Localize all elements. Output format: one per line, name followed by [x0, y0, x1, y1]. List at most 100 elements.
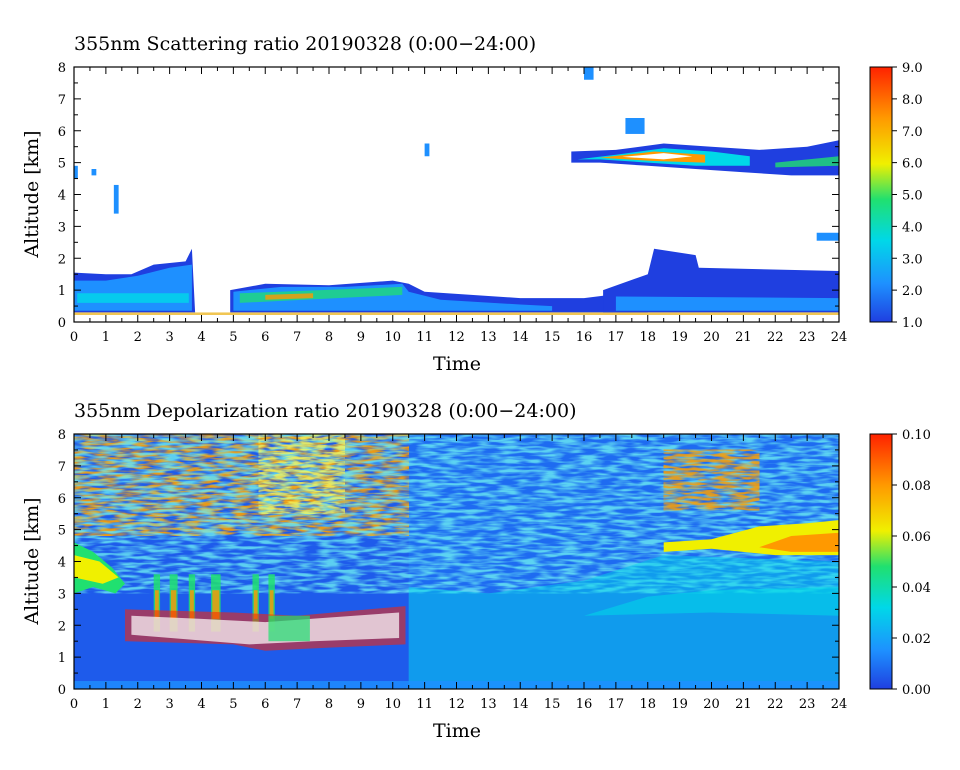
colorbar-tick-label: 8.0 — [902, 93, 923, 108]
y-tick-label: 8 — [58, 61, 66, 76]
depolarization-ratio-colorbar: 0.00 0.02 0.04 0.06 0.08 0.10 — [869, 428, 931, 698]
x-tick-label: 12 — [448, 330, 465, 345]
panel-1-ylabel: Altitude [km] — [21, 130, 43, 258]
x-tick-label: 11 — [416, 697, 433, 712]
cloud-patch-05h — [91, 169, 97, 176]
x-tick-label: 20 — [703, 330, 720, 345]
colorbar-tick-label: 0.10 — [902, 428, 931, 443]
x-tick-label: 6 — [261, 697, 269, 712]
y-tick-label: 4 — [58, 556, 66, 571]
colorbar-gradient — [869, 66, 893, 323]
panel-2-title: 355nm Depolarization ratio 20190328 (0:0… — [74, 400, 576, 422]
panel-1-title: 355nm Scattering ratio 20190328 (0:00−24… — [74, 33, 536, 55]
depol-plume-core-3 — [212, 590, 220, 619]
y-tick-label: 2 — [58, 619, 66, 634]
x-tick-label: 14 — [512, 330, 529, 345]
x-tick-label: 22 — [767, 330, 784, 345]
x-tick-label: 0 — [70, 330, 78, 345]
cloud-patch-0h — [74, 165, 78, 179]
x-tick-label: 8 — [325, 330, 333, 345]
colorbar-tick-label: 9.0 — [902, 61, 923, 76]
x-tick-label: 23 — [799, 330, 816, 345]
colorbar-tick-label: 0.02 — [902, 632, 931, 647]
mid-level-cloud-tail — [775, 156, 839, 168]
colorbar-tick-label: 0.04 — [902, 581, 931, 596]
colorbar-tick-label: 7.0 — [902, 125, 923, 140]
cloud-patch-1h — [113, 184, 119, 214]
x-tick-label: 16 — [576, 697, 593, 712]
y-tick-label: 0 — [58, 316, 66, 331]
colorbar-tick-label: 5.0 — [902, 189, 923, 204]
x-tick-label: 17 — [608, 330, 625, 345]
depol-lower-smooth — [408, 555, 839, 689]
colorbar-tick-label: 6.0 — [902, 157, 923, 172]
x-tick-label: 7 — [293, 697, 301, 712]
y-tick-label: 8 — [58, 428, 66, 443]
y-tick-label: 6 — [58, 492, 66, 507]
x-tick-label: 5 — [229, 330, 237, 345]
x-tick-label: 4 — [197, 330, 205, 345]
colorbar-tick-label: 3.0 — [902, 252, 923, 267]
cloud-patch-6km — [625, 118, 645, 134]
x-tick-label: 15 — [544, 697, 561, 712]
y-tick-label: 3 — [58, 587, 66, 602]
x-tick-label: 24 — [831, 330, 848, 345]
ground-line — [74, 312, 839, 315]
y-tick-label: 6 — [58, 125, 66, 140]
depolarization-ratio-axes: 0 1 2 3 4 5 6 7 8 9 10 11 12 13 14 15 16 17 18 19 20 21 22 23 24… — [58, 428, 848, 712]
x-tick-label: 13 — [480, 330, 497, 345]
panel-2-xlabel: Time — [433, 720, 481, 742]
cloud-patch-11h — [424, 143, 430, 157]
scattering-ratio-plot-area — [74, 67, 839, 322]
cloud-patch-23h — [816, 232, 839, 241]
x-tick-label: 1 — [102, 330, 110, 345]
panel-1-xlabel: Time — [433, 353, 481, 375]
y-tick-label: 1 — [58, 651, 66, 666]
x-tick-label: 2 — [134, 330, 142, 345]
y-tick-label: 5 — [58, 524, 66, 539]
y-tick-label: 3 — [58, 220, 66, 235]
depol-noise-6-8h — [258, 434, 345, 514]
x-tick-label: 10 — [384, 330, 401, 345]
x-tick-label: 3 — [165, 697, 173, 712]
depol-plume-core-1 — [170, 590, 177, 619]
aerosol-core-late — [615, 296, 839, 311]
x-tick-label: 2 — [134, 697, 142, 712]
depol-cloud-green — [268, 615, 310, 642]
x-tick-label: 14 — [512, 697, 529, 712]
depolarization-ratio-panel: 355nm Depolarization ratio 20190328 (0:0… — [21, 400, 931, 742]
x-tick-label: 5 — [229, 697, 237, 712]
colorbar-tick-label: 1.0 — [902, 316, 923, 331]
x-tick-label: 13 — [480, 697, 497, 712]
cloud-patch-top — [584, 67, 594, 80]
x-tick-label: 10 — [384, 697, 401, 712]
x-tick-label: 7 — [293, 330, 301, 345]
x-tick-label: 3 — [165, 330, 173, 345]
x-tick-label: 1 — [102, 697, 110, 712]
depol-cloud-saturated — [131, 612, 400, 645]
y-tick-label: 7 — [58, 93, 66, 108]
colorbar-tick-label: 0.08 — [902, 479, 931, 494]
y-tick-label: 4 — [58, 189, 66, 204]
y-tick-label: 1 — [58, 284, 66, 299]
mid-level-cloud-saturated — [622, 153, 693, 160]
colorbar-gradient — [869, 433, 893, 690]
aerosol-core-early-2 — [77, 293, 189, 303]
x-tick-label: 15 — [544, 330, 561, 345]
panel-2-ylabel: Altitude [km] — [21, 497, 43, 625]
scattering-ratio-panel: 355nm Scattering ratio 20190328 (0:00−24… — [21, 33, 923, 375]
x-tick-label: 21 — [735, 330, 752, 345]
x-tick-label: 4 — [197, 697, 205, 712]
x-tick-label: 19 — [671, 697, 688, 712]
colorbar-tick-label: 2.0 — [902, 284, 923, 299]
depol-plume-core-2 — [190, 590, 194, 619]
depolarization-ratio-plot-area — [74, 434, 839, 689]
depol-plume-core-5 — [269, 590, 274, 619]
colorbar-tick-label: 0.06 — [902, 530, 931, 545]
aerosol-orange-mid — [265, 293, 314, 300]
x-tick-label: 20 — [703, 697, 720, 712]
x-tick-label: 22 — [767, 697, 784, 712]
x-tick-label: 9 — [357, 697, 365, 712]
x-tick-label: 8 — [325, 697, 333, 712]
